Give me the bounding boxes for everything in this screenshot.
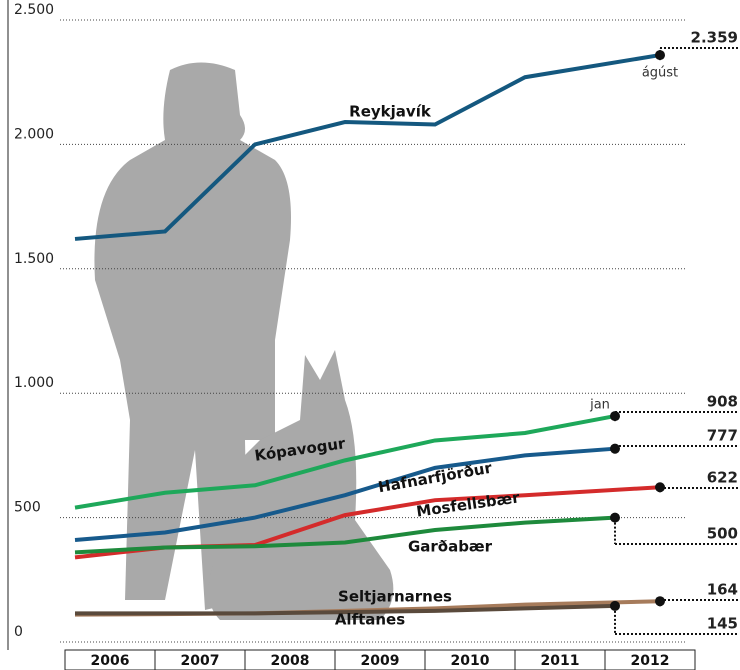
- annotation: ágúst: [642, 66, 678, 81]
- value-label: 145: [707, 615, 738, 633]
- value-label: 164: [707, 581, 738, 599]
- value-label: 500: [707, 525, 738, 543]
- value-label: 622: [707, 469, 738, 487]
- x-tick-label: 2011: [541, 653, 580, 669]
- x-tick-label: 2009: [361, 653, 400, 669]
- y-tick-label: 2.500: [14, 2, 54, 18]
- series-name: Garðabær: [408, 538, 493, 556]
- value-label: 777: [707, 427, 738, 445]
- series-name: Reykjavík: [349, 103, 432, 121]
- series-name: Alftanes: [335, 611, 405, 629]
- end-point: [610, 601, 620, 611]
- y-tick-label: 2.000: [14, 126, 54, 142]
- chart: 0 500 1.000 1.500 2.000 2.500 2006 2007 2008 2009…: [0, 0, 740, 670]
- x-tick-label: 2010: [451, 653, 490, 669]
- series-name: Hafnarfjörður: [377, 459, 494, 497]
- annotation: jan: [589, 398, 610, 413]
- y-tick-label: 500: [14, 500, 41, 516]
- y-tick-label: 0: [14, 624, 23, 640]
- value-label: 908: [707, 393, 738, 411]
- series-name: Seltjarnarnes: [338, 588, 452, 606]
- y-tick-label: 1.500: [14, 251, 54, 267]
- value-label: 2.359: [691, 29, 738, 47]
- x-tick-label: 2006: [91, 653, 130, 669]
- x-tick-label: 2008: [271, 653, 310, 669]
- y-tick-label: 1.000: [14, 375, 54, 391]
- series-name: Mosfellsbær: [415, 488, 521, 520]
- x-tick-label: 2007: [181, 653, 220, 669]
- x-tick-label: 2012: [631, 653, 670, 669]
- end-point: [610, 513, 620, 523]
